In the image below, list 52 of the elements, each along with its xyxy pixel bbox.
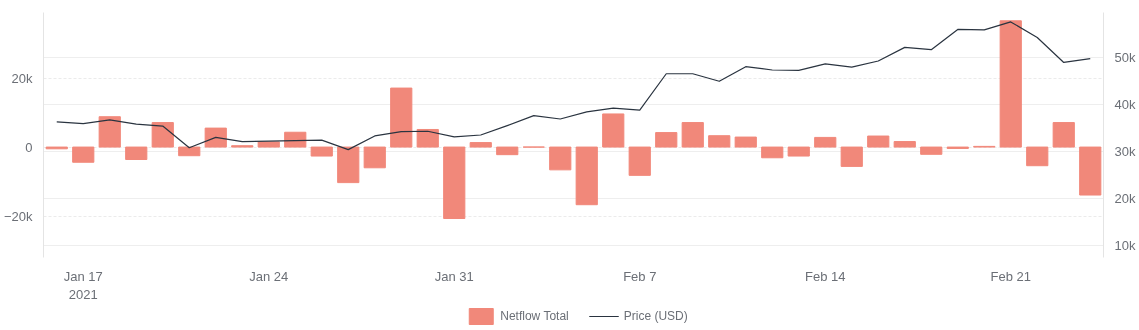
bar [1026,146,1049,167]
bar [204,127,227,148]
legend-label: Price (USD) [623,309,688,323]
y-tick-label: 0 [25,139,33,155]
bar [469,142,492,148]
bar [814,136,837,148]
x-tick-label: Feb 21 [990,268,1031,284]
x-tick-label: Feb 7 [623,268,657,284]
bar [655,132,678,148]
bar [337,146,360,184]
bar [416,128,439,148]
y2-tick-label: 20k [1114,191,1136,207]
bar [125,146,148,160]
bar [999,20,1022,148]
bar [602,113,625,148]
bar [787,146,810,157]
bar [1052,122,1075,148]
bar [920,146,943,155]
x-tick-label: Feb 14 [805,268,846,284]
x-tick-label: Jan 31 [434,268,474,284]
bar [867,135,890,148]
y2-tick-label: 30k [1114,143,1136,159]
line-series [56,21,1091,151]
bar [257,141,280,148]
bar [178,146,201,157]
bar [98,116,121,148]
bar [284,131,307,148]
y2-tick-label: 10k [1114,238,1136,254]
bar [151,122,174,148]
y-tick-label: −20k [3,208,33,224]
bar [443,146,466,220]
y2-tick-label: 50k [1114,49,1136,65]
bar [708,135,731,148]
bar [575,146,598,206]
bar [893,141,916,148]
bar [734,136,757,148]
x-tick-label: Jan 17 2021 [63,268,103,302]
x-tick-label: Jan 24 [249,268,289,284]
bar [761,146,784,159]
bar [363,146,386,169]
bar [549,146,572,171]
bar [310,146,333,157]
bar [390,87,413,148]
y2-tick-label: 40k [1114,96,1136,112]
bar [840,146,863,167]
bar [681,122,704,148]
bar [628,146,651,176]
legend-label: Netflow Total [500,309,569,323]
bar [496,146,519,156]
bar [72,146,95,163]
bar [1079,146,1102,196]
y-tick-label: 20k [11,70,33,86]
